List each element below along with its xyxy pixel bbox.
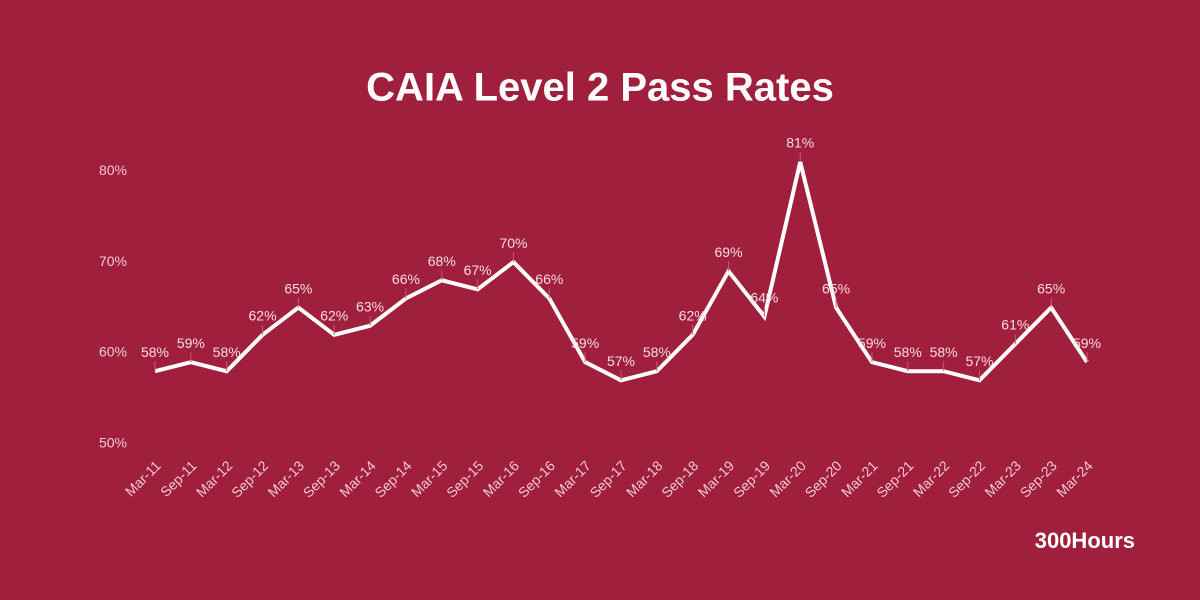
y-tick-label: 50% bbox=[99, 435, 127, 451]
data-label: 58% bbox=[141, 344, 169, 360]
y-tick-label: 70% bbox=[99, 253, 127, 269]
data-label: 57% bbox=[607, 353, 635, 369]
data-label: 59% bbox=[1073, 335, 1101, 351]
data-label: 81% bbox=[786, 135, 814, 151]
y-tick-label: 80% bbox=[99, 162, 127, 178]
chart-title: CAIA Level 2 Pass Rates bbox=[366, 66, 834, 110]
data-label: 63% bbox=[356, 298, 384, 314]
data-label: 66% bbox=[392, 271, 420, 287]
data-label: 58% bbox=[930, 344, 958, 360]
data-label: 65% bbox=[822, 280, 850, 296]
data-label: 67% bbox=[464, 262, 492, 278]
y-tick-label: 60% bbox=[99, 344, 127, 360]
data-label: 62% bbox=[249, 308, 277, 324]
data-label: 66% bbox=[535, 271, 563, 287]
data-label: 58% bbox=[213, 344, 241, 360]
data-label: 59% bbox=[177, 335, 205, 351]
data-label: 59% bbox=[858, 335, 886, 351]
data-label: 65% bbox=[284, 280, 312, 296]
data-label: 70% bbox=[499, 235, 527, 251]
data-label: 57% bbox=[965, 353, 993, 369]
data-label: 64% bbox=[750, 289, 778, 305]
data-label: 62% bbox=[679, 308, 707, 324]
footer-brand: 300Hours bbox=[1035, 528, 1135, 553]
data-label: 58% bbox=[643, 344, 671, 360]
data-label: 61% bbox=[1001, 317, 1029, 333]
data-label: 68% bbox=[428, 253, 456, 269]
data-line bbox=[154, 161, 1089, 383]
data-label: 62% bbox=[320, 308, 348, 324]
data-label: 58% bbox=[894, 344, 922, 360]
data-label: 65% bbox=[1037, 280, 1065, 296]
data-label: 59% bbox=[571, 335, 599, 351]
data-label: 69% bbox=[715, 244, 743, 260]
